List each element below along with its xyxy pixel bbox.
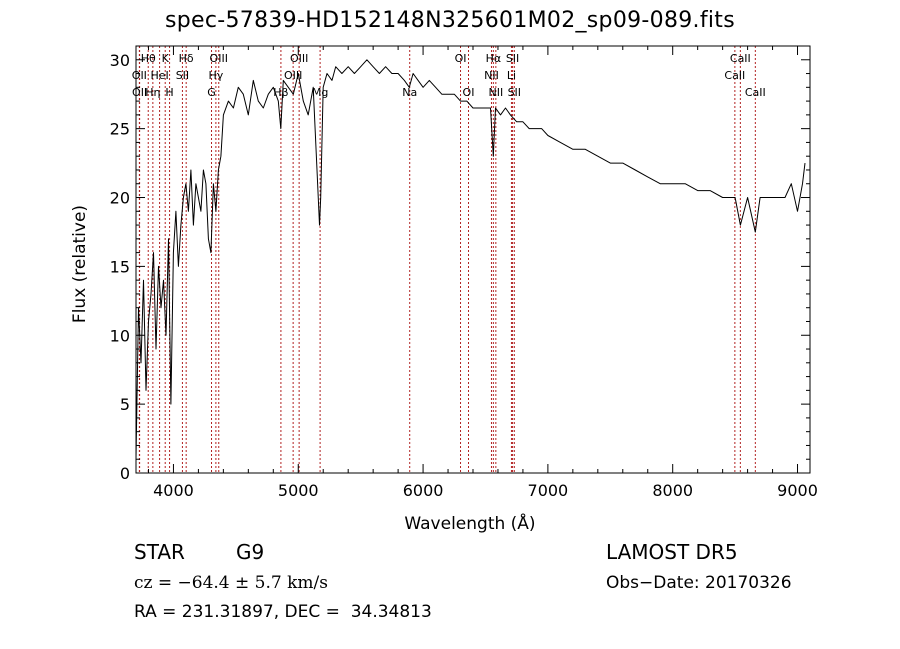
line-label: CaII [745, 86, 766, 99]
spectral-line-markers [138, 46, 756, 473]
spectrum-line [135, 59, 806, 460]
line-label: OII [132, 69, 147, 82]
x-tick-label: 6000 [403, 481, 444, 500]
line-label: Na [402, 86, 417, 99]
chart-title: spec-57839-HD152148N325601M02_sp09-089.f… [165, 8, 735, 33]
spectrum-series [135, 59, 806, 460]
survey-name: LAMOST DR5 [606, 540, 738, 564]
sky-coordinates: RA = 231.31897, DEC = 34.34813 [134, 602, 432, 622]
y-tick-label: 10 [110, 326, 130, 345]
x-tick-label: 9000 [777, 481, 818, 500]
y-tick-label: 5 [120, 395, 130, 414]
line-label: Mg [312, 86, 328, 99]
x-tick-label: 5000 [278, 481, 319, 500]
spectral-line-labels: Hθ K Hδ OIII OIII OI Hα SII CaII OII HeI SII Hγ OIII N… [132, 52, 766, 99]
plot-frame [135, 45, 811, 474]
y-tick-label: 15 [110, 257, 130, 276]
observation-date: Obs−Date: 20170326 [606, 573, 792, 593]
y-tick-label: 30 [110, 51, 130, 70]
y-tick-label: 20 [110, 189, 130, 208]
line-label: K [162, 52, 170, 65]
x-axis-label: Wavelength (Å) [404, 512, 535, 534]
y-tick-label: 0 [120, 464, 130, 483]
line-label: CaII [730, 52, 751, 65]
line-label: SII [176, 69, 189, 82]
line-label: Hη [145, 86, 160, 99]
line-label: SII [506, 52, 519, 65]
object-class: STAR [134, 540, 185, 564]
spectral-type: G9 [236, 540, 265, 564]
x-tick-label: 4000 [153, 481, 194, 500]
line-label: NII [488, 86, 503, 99]
plot-axes [135, 45, 811, 474]
line-label: OI [455, 52, 467, 65]
line-label: Hθ [141, 52, 156, 65]
axis-ticks: 4000 5000 6000 7000 8000 9000 0 5 10 15 20 25 30 [110, 46, 818, 500]
line-label: OIII [290, 52, 308, 65]
line-label: HeI [150, 69, 168, 82]
x-tick-label: 8000 [652, 481, 693, 500]
line-label: NII [484, 69, 499, 82]
line-label: SII [508, 86, 521, 99]
line-label: OIII [284, 69, 302, 82]
line-label: Li [507, 69, 516, 82]
line-label: Hδ [179, 52, 194, 65]
line-label: Hα [486, 52, 502, 65]
x-tick-label: 7000 [528, 481, 569, 500]
redshift-velocity: cz = −64.4 ± 5.7 km/s [134, 573, 328, 593]
line-label: Hγ [208, 69, 223, 82]
y-tick-label: 25 [110, 120, 130, 139]
line-label: OI [463, 86, 475, 99]
line-label: H [165, 86, 173, 99]
line-label: Hβ [273, 86, 288, 99]
y-axis-label: Flux (relative) [70, 205, 90, 323]
line-label: CaII [724, 69, 745, 82]
line-label: G [207, 86, 216, 99]
line-label: OIII [210, 52, 228, 65]
